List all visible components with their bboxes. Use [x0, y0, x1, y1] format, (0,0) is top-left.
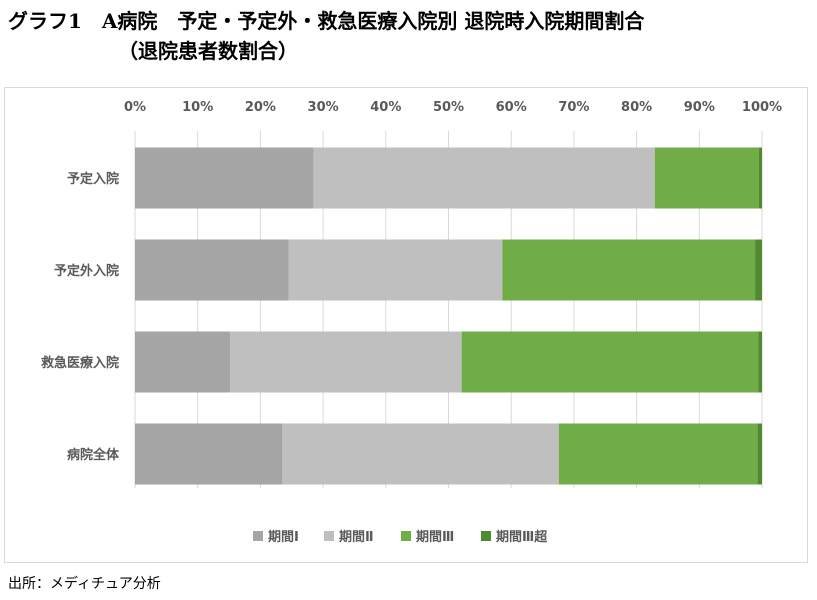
chart-title-line1: グラフ1 A病院 予定・予定外・救急医療入院別 退院時入院期間割合 [8, 9, 645, 33]
bar-segment [230, 331, 462, 393]
legend: 期間Ⅰ 期間Ⅱ 期間Ⅲ 期間Ⅲ超 [253, 529, 548, 545]
legend-label: 期間Ⅲ超 [496, 529, 548, 545]
category-label: 予定入院 [67, 171, 119, 187]
bar-segment [135, 423, 283, 485]
x-tick-label: 90% [684, 100, 715, 115]
legend-label: 期間Ⅱ [339, 530, 374, 545]
bar-segment [558, 423, 758, 485]
legend-swatch [253, 531, 263, 541]
category-label: 病院全体 [67, 447, 120, 463]
x-tick-label: 80% [621, 100, 652, 115]
bar-segment [755, 239, 762, 301]
bar-segment [502, 239, 756, 301]
bar-segment [313, 147, 655, 209]
x-tick-label: 20% [245, 100, 276, 115]
bar-segment [461, 331, 759, 393]
bar-segment [288, 239, 503, 301]
bar-segment [135, 147, 314, 209]
bar-segment [282, 423, 559, 485]
source-note: 出所：メディチュア分析 [8, 576, 161, 592]
category-label: 救急医療入院 [41, 355, 119, 371]
legend-label: 期間Ⅲ [416, 530, 454, 545]
x-tick-label: 100% [742, 100, 782, 115]
legend-swatch [324, 531, 334, 541]
legend-swatch [401, 531, 411, 541]
category-label: 予定外入院 [54, 263, 119, 279]
x-tick-label: 50% [433, 100, 464, 115]
x-tick-label: 60% [496, 100, 527, 115]
bar-segment [135, 239, 289, 301]
bar-segment [654, 147, 759, 209]
x-tick-label: 70% [558, 100, 589, 115]
x-tick-label: 40% [370, 100, 401, 115]
legend-label: 期間Ⅰ [268, 530, 299, 545]
bars [135, 147, 762, 485]
chart-title-line2: （退院患者数割合） [118, 39, 298, 63]
bar-segment [758, 147, 762, 209]
legend-swatch [481, 531, 491, 541]
bar-segment [757, 423, 762, 485]
x-tick-label: 30% [308, 100, 339, 115]
chart-frame [4, 87, 808, 563]
x-tick-label: 0% [124, 100, 146, 115]
x-axis-ticks: 0% 10% 20% 30% 40% 50% 60% 70% 80% 90% 100% [124, 100, 782, 115]
x-tick-label: 10% [182, 100, 213, 115]
chart-title: グラフ1 A病院 予定・予定外・救急医療入院別 退院時入院期間割合 （退院患者数… [8, 6, 644, 66]
bar-segment [758, 331, 762, 393]
bar-segment [135, 331, 231, 393]
